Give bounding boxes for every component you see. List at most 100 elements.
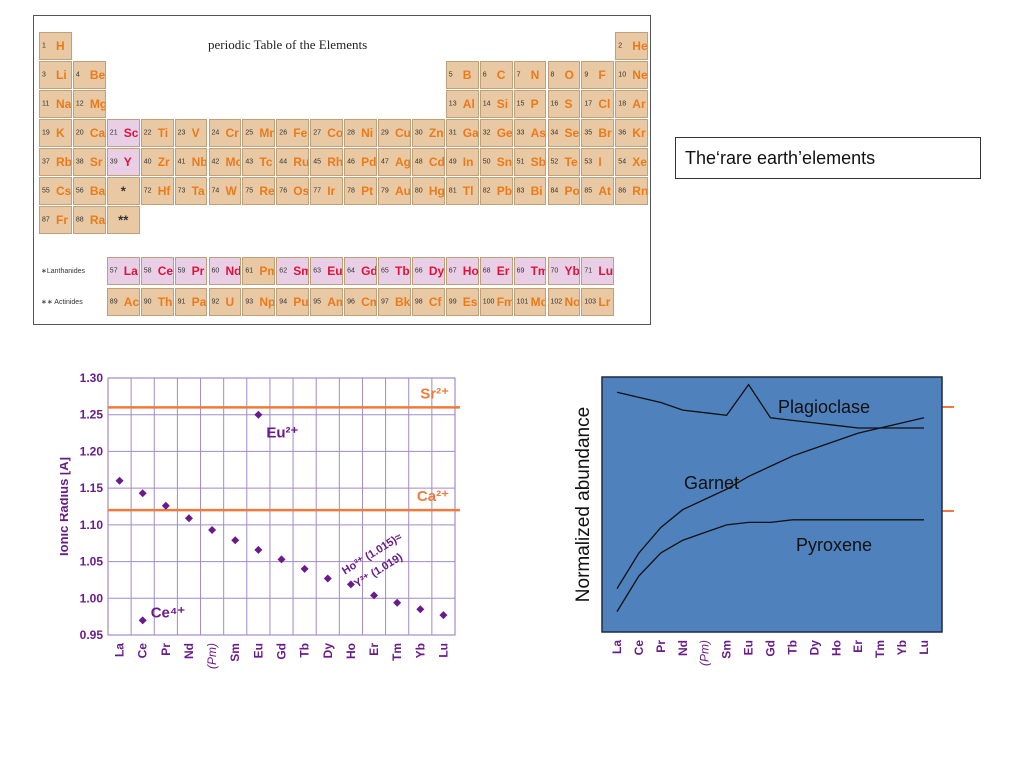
x-tick-label: (Pm) <box>698 640 712 666</box>
atomic-number: 97 <box>381 298 389 306</box>
x-tick-label: Pr <box>159 643 173 656</box>
element-cell: 27 Co <box>310 119 344 147</box>
y-tick-label: 1.20 <box>80 444 104 458</box>
x-tick-label: Pr <box>654 640 668 653</box>
atomic-number: 64 <box>347 267 355 275</box>
element-symbol: Sr <box>89 155 103 169</box>
atomic-number: 4 <box>75 71 80 79</box>
x-tick-label: Gd <box>275 643 289 660</box>
atomic-number: 54 <box>618 158 627 166</box>
element-cell: 15 P <box>513 90 547 118</box>
atomic-number: 33 <box>516 129 525 137</box>
element-symbol: Yb <box>564 264 580 278</box>
element-symbol: Kr <box>632 126 646 140</box>
element-cell: 50 Sn <box>479 148 513 176</box>
element-cell: 60 Nd <box>208 257 242 285</box>
element-cell: 14 Si <box>479 90 513 118</box>
element-cell: 55 Cs <box>39 177 72 205</box>
element-cell: 100Fm <box>479 288 513 316</box>
point-label: Ce⁴⁺ <box>151 604 186 621</box>
ionic-radius-chart: 0.95 1.00 1.05 1.10 1.15 1.20 1.25 1.30 Sr²⁺ Ca²⁺… <box>60 371 460 669</box>
element-symbol: Al <box>462 97 475 111</box>
data-point <box>370 591 379 600</box>
element-symbol: Gd <box>361 264 377 278</box>
element-cell: 90 Th <box>140 288 174 316</box>
atomic-number: 65 <box>381 267 389 275</box>
atomic-number: 44 <box>279 158 288 166</box>
y-tick-label: 1.00 <box>80 591 104 605</box>
element-cell: 61 Pm <box>242 257 276 285</box>
element-cell: 20 Ca <box>72 119 106 147</box>
point-label: Eu²⁺ <box>266 425 298 442</box>
element-cell: 89 Ac <box>106 288 140 316</box>
atomic-number: 61 <box>245 267 254 275</box>
x-tick-label: Lu <box>436 643 450 658</box>
element-cell: 88 Ra <box>72 206 106 234</box>
reference-label: Sr²⁺ <box>420 385 449 402</box>
element-symbol: V <box>191 126 200 140</box>
element-cell: 34 Se <box>547 119 581 147</box>
atomic-number: 67 <box>448 267 457 275</box>
element-cell: 102 No <box>547 288 581 316</box>
element-symbol: Ra <box>89 213 106 227</box>
element-symbol: Lr <box>598 295 611 309</box>
element-symbol: I <box>598 155 602 169</box>
atomic-number: 6 <box>482 71 487 79</box>
element-symbol: Pm <box>259 264 274 278</box>
element-symbol: Tb <box>395 264 410 278</box>
element-symbol: Ne <box>632 68 648 82</box>
element-symbol: Rb <box>56 155 72 169</box>
element-symbol: Ge <box>496 126 513 140</box>
element-symbol: Na <box>56 97 72 111</box>
atomic-number: 46 <box>347 158 355 166</box>
periodic-table-title: periodic Table of the Elements <box>208 37 368 52</box>
element-symbol: Pr <box>191 264 205 278</box>
atomic-number: 69 <box>516 267 525 275</box>
element-cell: 98 Cf <box>411 288 445 316</box>
element-cell: 22 Ti <box>140 119 174 147</box>
element-symbol: Ti <box>157 126 169 140</box>
element-symbol: Cl <box>598 97 611 111</box>
element-symbol: B <box>462 68 472 82</box>
element-cell: 45 Rh <box>310 148 344 176</box>
element-symbol: Xe <box>632 155 647 169</box>
element-cell: 31 Ga <box>445 119 479 147</box>
element-cell: 59 Pr <box>174 257 208 285</box>
element-symbol: Dy <box>428 264 445 278</box>
y-tick-label: 1.25 <box>80 408 104 422</box>
x-tick-label: Ce <box>136 643 150 659</box>
x-tick-label: Nd <box>676 640 690 656</box>
element-cell: 68 Er <box>479 257 513 285</box>
y-tick-label: 1.05 <box>80 555 104 569</box>
element-symbol: Tc <box>259 155 273 169</box>
atomic-number: 28 <box>347 129 355 137</box>
atomic-number: 20 <box>75 129 84 137</box>
element-symbol: Bi <box>530 184 543 198</box>
x-tick-label: Gd <box>764 640 778 657</box>
element-cell: 18 Ar <box>615 90 649 118</box>
atomic-number: 101 <box>516 298 529 306</box>
element-symbol: Fm <box>496 295 512 309</box>
atomic-number: 8 <box>550 71 555 79</box>
element-cell: 53 I <box>581 148 615 176</box>
element-cell: 77 Ir <box>310 177 344 205</box>
element-cell: 13 Al <box>445 90 479 118</box>
element-symbol: Au <box>395 184 411 198</box>
element-cell: 32 Ge <box>479 119 513 147</box>
element-cell: 30 Zn <box>411 119 445 147</box>
element-symbol: W <box>225 184 237 198</box>
atomic-number: 56 <box>75 187 84 195</box>
atomic-number: 26 <box>279 129 288 137</box>
atomic-number: 24 <box>211 129 220 137</box>
atomic-number: 99 <box>448 298 457 306</box>
x-tick-label: Ho <box>344 643 358 659</box>
atomic-number: 83 <box>516 187 525 195</box>
atomic-number: 21 <box>109 129 118 137</box>
x-tick-label: Tb <box>785 640 799 655</box>
x-tick-label: Eu <box>742 640 756 655</box>
series-label: Pyroxene <box>796 535 872 555</box>
data-point <box>254 545 263 554</box>
atomic-number: 2 <box>618 42 623 50</box>
element-cell: 101 Md <box>513 288 547 316</box>
